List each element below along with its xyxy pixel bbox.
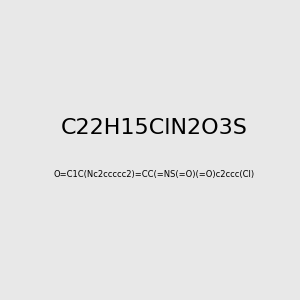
Text: O=C1C(Nc2ccccc2)=CC(=NS(=O)(=O)c2ccc(Cl): O=C1C(Nc2ccccc2)=CC(=NS(=O)(=O)c2ccc(Cl) xyxy=(53,170,254,179)
Text: C22H15ClN2O3S: C22H15ClN2O3S xyxy=(60,118,247,138)
